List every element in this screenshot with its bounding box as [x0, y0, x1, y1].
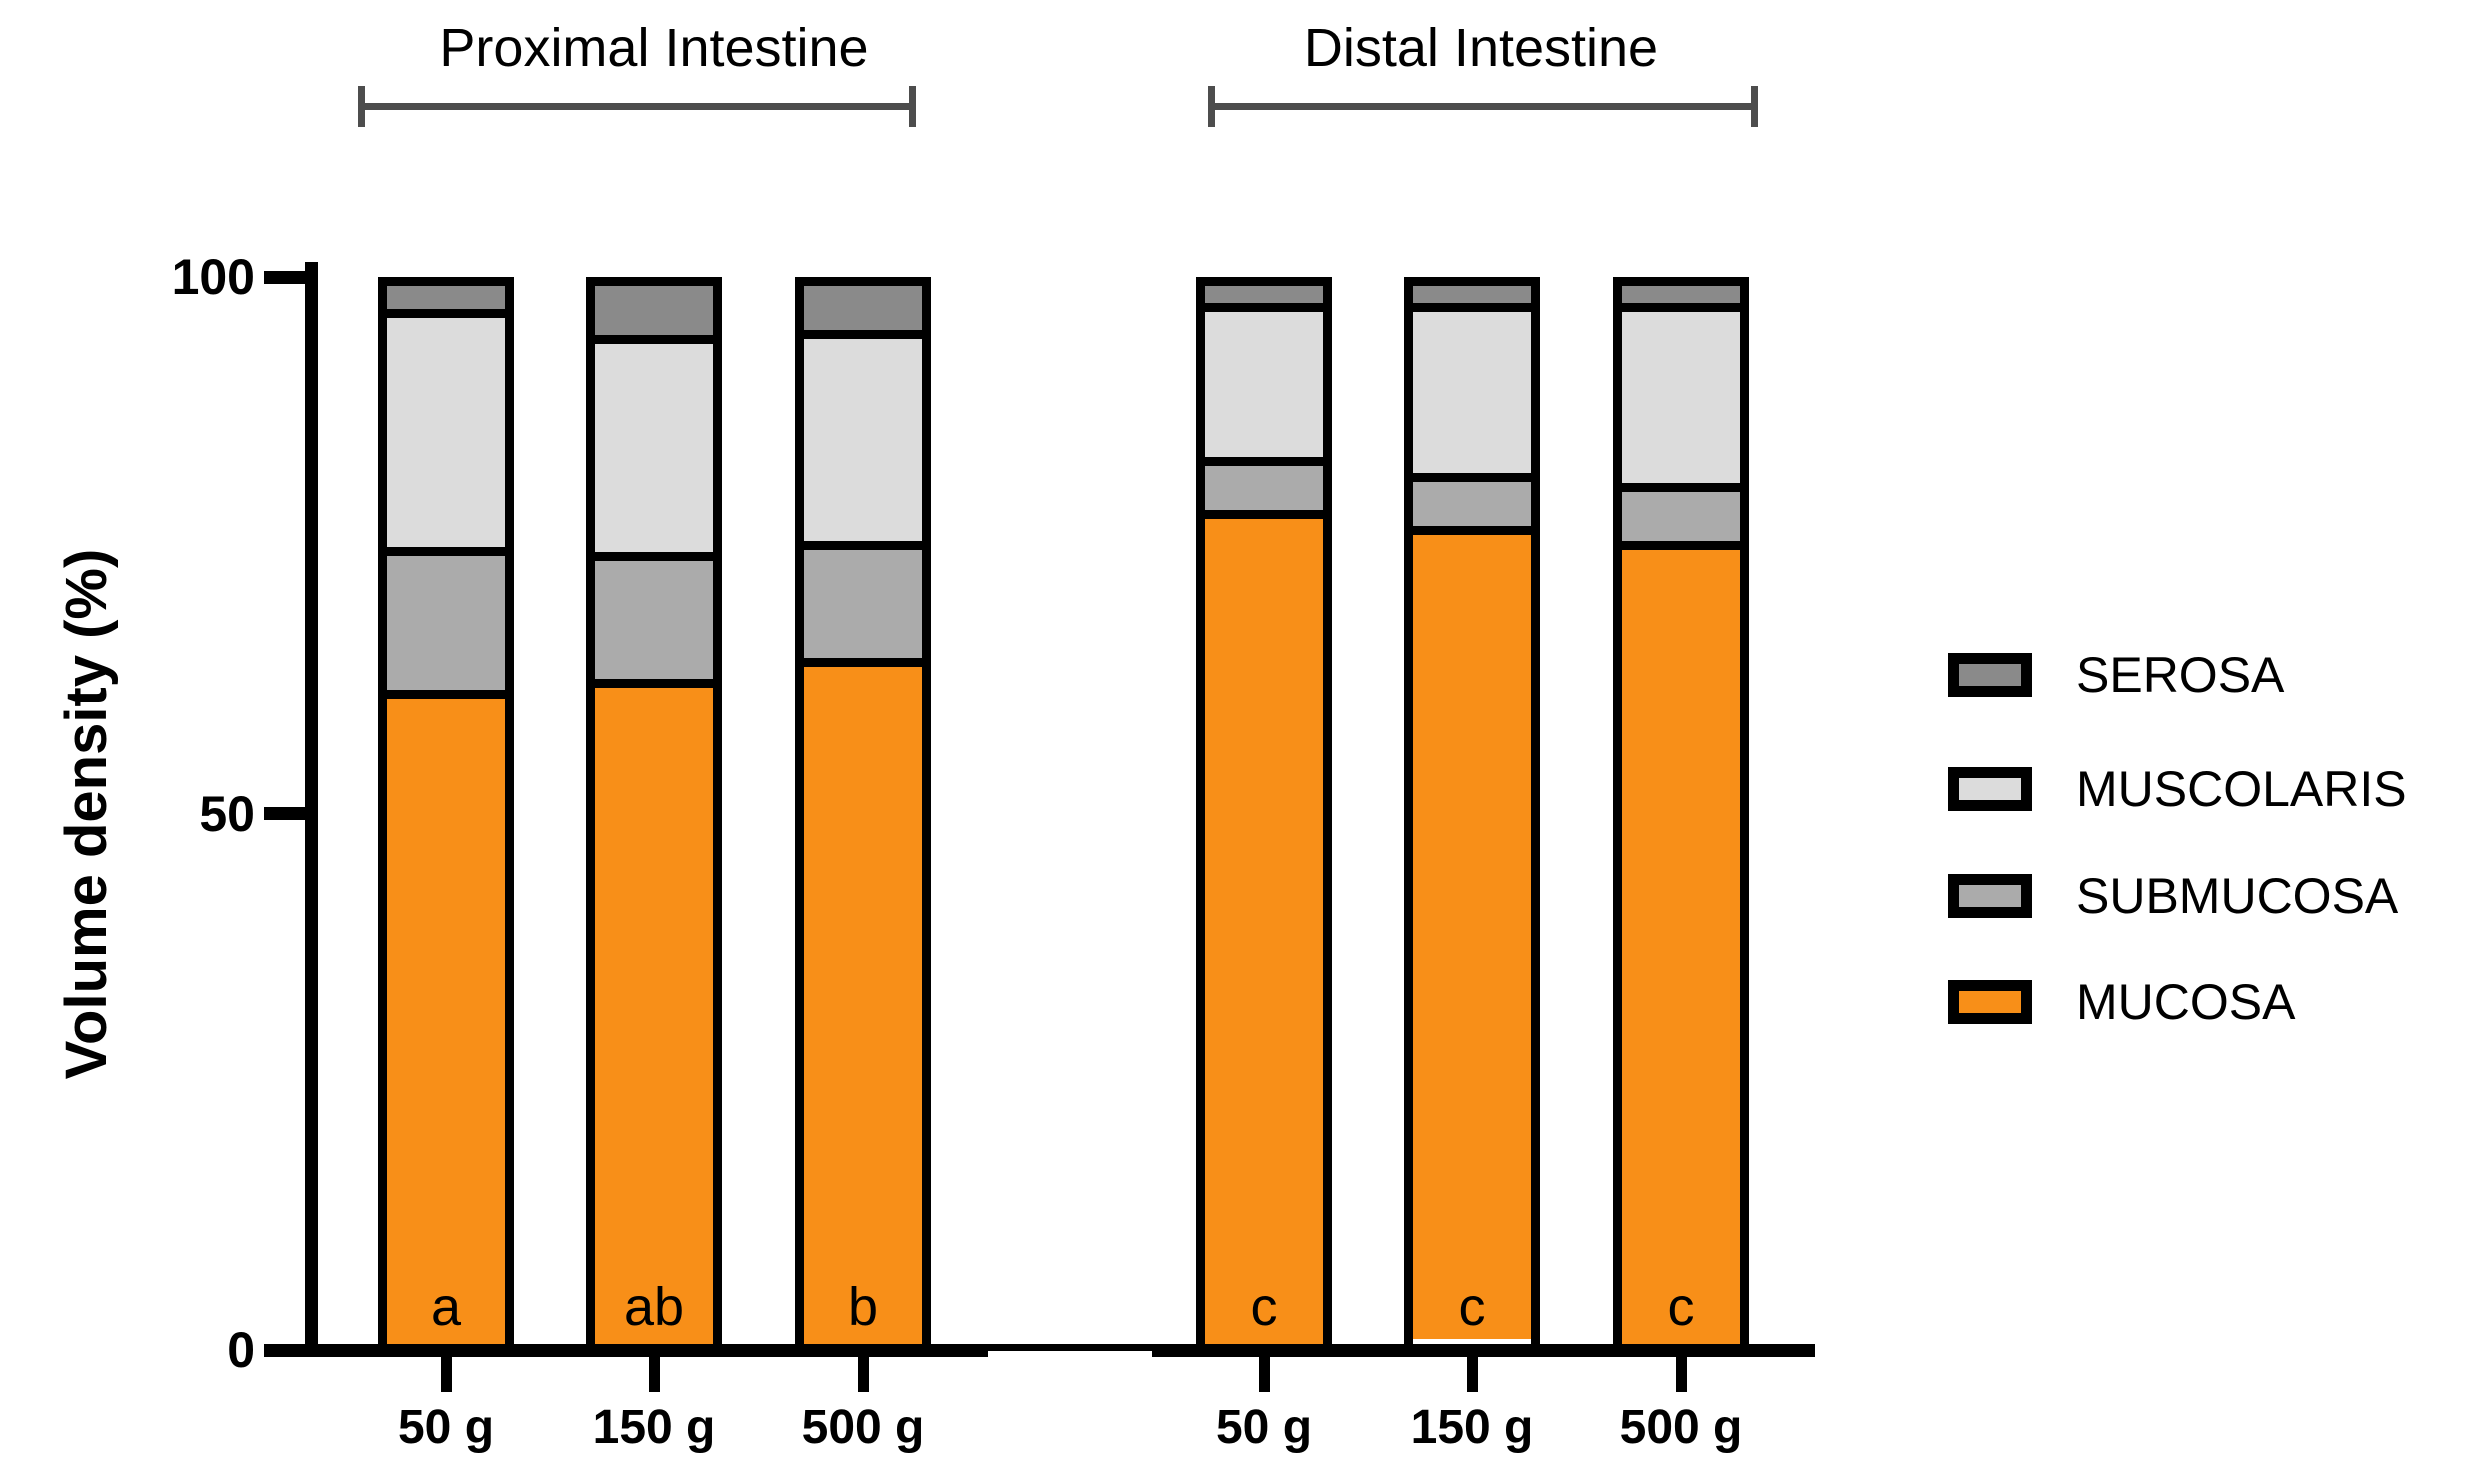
significance-letter: c [1250, 1277, 1278, 1337]
stacked-bar-150-g-proximal: ab [586, 277, 722, 1353]
stacked-bar-50-g-distal: c [1196, 277, 1332, 1353]
proximal-bracket-left-cap [358, 86, 365, 127]
bar-segment-mucosa [1205, 518, 1323, 1344]
legend-label-submucosa: SUBMUCOSA [2076, 868, 2399, 924]
x-tick-mark [1258, 1357, 1270, 1392]
legend-swatch-submucosa [1948, 874, 2032, 918]
proximal-bracket-right-cap [909, 86, 916, 127]
distal-bracket-right-cap [1751, 86, 1758, 127]
significance-letter: c [1667, 1277, 1695, 1337]
bar-segment-submucosa [595, 561, 713, 689]
y-tick-label-0: 0 [227, 1322, 255, 1378]
bar-segment-submucosa [804, 550, 922, 667]
y-tick-label-100: 100 [171, 249, 255, 305]
x-tick-mark [648, 1357, 660, 1392]
bar-segment-mucosa [595, 688, 713, 1344]
bar-segment-muscolaris [804, 338, 922, 551]
legend-swatch-mucosa [1948, 980, 2032, 1024]
x-axis-label: 50 g [397, 1401, 495, 1454]
x-axis-label: 150 g [592, 1401, 716, 1454]
y-tick-mark-100 [264, 270, 305, 284]
bar-segment-serosa [595, 286, 713, 345]
y-tick-mark-0 [264, 1343, 305, 1357]
bar-segment-serosa [1413, 286, 1531, 313]
x-tick-mark [440, 1357, 452, 1392]
x-axis-label: 500 g [1619, 1401, 1743, 1454]
bar-segment-muscolaris [595, 344, 713, 562]
significance-letter: b [847, 1277, 879, 1337]
bar-segment-submucosa [1205, 465, 1323, 519]
bar-segment-serosa [1622, 286, 1740, 313]
stacked-bar-50-g-proximal: a [378, 277, 514, 1353]
distal-bracket [1208, 103, 1758, 110]
legend-label-muscolaris: MUSCOLARIS [2076, 761, 2407, 817]
x-tick-mark [1675, 1357, 1687, 1392]
bar-segment-mucosa [1622, 550, 1740, 1344]
bar-segment-submucosa [1622, 492, 1740, 551]
x-tick-mark [857, 1357, 869, 1392]
bar-segment-serosa [387, 286, 505, 318]
x-tick-mark [1466, 1357, 1478, 1392]
stacked-bar-150-g-distal: c [1404, 277, 1540, 1353]
legend-swatch-muscolaris [1948, 767, 2032, 811]
distal-bracket-left-cap [1208, 86, 1215, 127]
group-header-proximal: Proximal Intestine [439, 18, 869, 78]
x-axis-line-connector [988, 1344, 1152, 1351]
y-axis-line [305, 262, 318, 1357]
y-tick-mark-50 [264, 807, 305, 820]
bar-segment-serosa [1205, 286, 1323, 313]
bar-segment-muscolaris [1622, 312, 1740, 493]
bar-segment-mucosa [1413, 534, 1531, 1339]
group-header-distal: Distal Intestine [1303, 18, 1659, 78]
legend-label-serosa: SEROSA [2076, 647, 2285, 703]
bar-segment-muscolaris [1413, 312, 1531, 482]
significance-letter: c [1458, 1277, 1486, 1337]
bar-segment-muscolaris [387, 317, 505, 556]
significance-letter: ab [623, 1277, 685, 1337]
stacked-bar-500-g-distal: c [1613, 277, 1749, 1353]
legend-label-mucosa: MUCOSA [2076, 974, 2296, 1030]
x-axis-label: 50 g [1215, 1401, 1313, 1454]
proximal-bracket [358, 103, 916, 110]
bar-segment-mucosa [804, 666, 922, 1344]
legend-swatch-serosa [1948, 653, 2032, 697]
x-axis-label: 150 g [1410, 1401, 1534, 1454]
bar-segment-submucosa [1413, 481, 1531, 535]
y-tick-label-50: 50 [199, 785, 255, 842]
stacked-bar-500-g-proximal: b [795, 277, 931, 1353]
bar-segment-serosa [804, 286, 922, 339]
bar-segment-muscolaris [1205, 312, 1323, 466]
x-axis-label: 500 g [801, 1401, 925, 1454]
significance-letter: a [430, 1277, 462, 1337]
bar-segment-mucosa [387, 698, 505, 1344]
bar-segment-submucosa [387, 555, 505, 699]
